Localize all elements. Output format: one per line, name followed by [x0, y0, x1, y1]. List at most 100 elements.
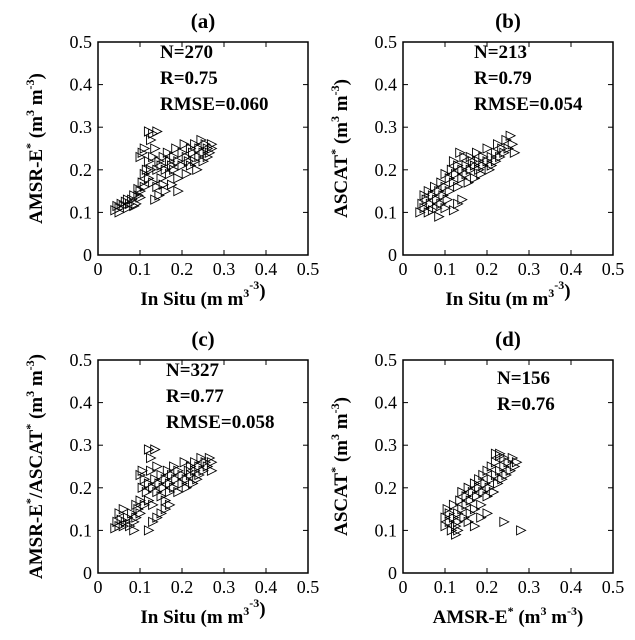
data-point: [133, 503, 144, 515]
data-point: [427, 205, 439, 216]
data-point: [179, 457, 191, 468]
data-point: [143, 525, 155, 536]
y-tick-label: 0.4: [375, 75, 398, 95]
y-tick-label: 0.1: [70, 520, 93, 540]
panel-title: (d): [495, 327, 521, 351]
y-tick-label: 0: [83, 563, 92, 583]
data-point: [167, 179, 178, 190]
data-point: [150, 143, 161, 154]
data-point: [152, 461, 163, 472]
y-tick-label: 0.3: [70, 117, 93, 137]
y-tick-label: 0.4: [375, 393, 398, 413]
data-point: [135, 151, 147, 163]
scatter-panel: 0 0.1 0.2 0.3 0.4 0.5 0 0.1 0.2 0.3 0.4 0.5 (c) In Si…: [23, 327, 319, 628]
y-tick-label: 0.5: [375, 32, 398, 52]
data-point: [129, 190, 140, 201]
data-point: [118, 503, 130, 515]
data-point: [482, 143, 494, 154]
y-axis-label: AMSR-E* (m3 m-3): [23, 73, 47, 224]
y-tick-label: 0.4: [70, 393, 93, 413]
data-point: [472, 147, 483, 158]
data-point: [181, 168, 193, 180]
data-point: [146, 164, 157, 176]
data-point: [202, 151, 214, 163]
data-point: [173, 486, 184, 498]
data-point: [173, 173, 184, 184]
data-point: [488, 486, 500, 498]
data-point: [188, 147, 199, 158]
data-point: [495, 450, 506, 462]
data-point: [179, 139, 191, 150]
data-point: [177, 160, 189, 171]
data-point: [181, 151, 193, 163]
data-point: [469, 173, 481, 184]
data-point: [440, 202, 452, 214]
data-point: [463, 516, 475, 528]
panel-title: (a): [191, 9, 216, 33]
stat-annotation: RMSE=0.058: [166, 412, 274, 433]
data-point: [457, 194, 468, 205]
x-tick-label: 0.3: [518, 259, 541, 279]
data-point: [156, 173, 168, 184]
stat-annotation: R=0.76: [497, 394, 555, 415]
x-axis-label: In Situ (m m3-3): [445, 278, 570, 310]
data-point: [516, 525, 527, 536]
y-tick-label: 0.5: [70, 350, 93, 370]
data-point: [476, 512, 487, 523]
data-point: [465, 151, 477, 163]
data-point: [453, 516, 464, 528]
data-point: [448, 205, 460, 216]
stat-annotation: R=0.77: [166, 386, 224, 407]
data-point: [148, 499, 159, 511]
data-point: [158, 179, 170, 190]
data-point: [162, 147, 174, 158]
data-point: [171, 474, 182, 485]
data-point: [173, 185, 184, 197]
x-tick-label: 0.1: [434, 259, 457, 279]
data-point: [453, 181, 464, 193]
data-point: [511, 457, 523, 468]
stat-annotation: R=0.79: [474, 68, 532, 89]
x-tick-label: 0.3: [213, 577, 236, 597]
data-point: [122, 202, 134, 214]
y-tick-label: 0.1: [375, 520, 398, 540]
x-tick-label: 0.1: [434, 577, 457, 597]
data-point: [122, 194, 134, 205]
scatter-panel: 0 0.1 0.2 0.3 0.4 0.5 0 0.1 0.2 0.3 0.4 0.5 (d) AMSR-…: [328, 327, 624, 628]
data-point: [442, 194, 454, 205]
data-point: [482, 491, 494, 502]
data-point: [133, 183, 144, 195]
data-point: [469, 520, 481, 532]
y-tick-label: 0.3: [70, 435, 93, 455]
data-point: [160, 185, 172, 197]
x-tick-label: 0.5: [297, 259, 320, 279]
data-point: [425, 198, 437, 210]
data-point: [434, 211, 445, 222]
data-point: [192, 474, 203, 485]
x-tick-label: 0.5: [602, 259, 625, 279]
y-tick-label: 0: [83, 245, 92, 265]
stat-annotation: N=156: [497, 368, 550, 389]
data-point: [169, 164, 180, 176]
data-point: [129, 525, 140, 536]
data-point: [482, 508, 494, 519]
plot-frame: [97, 359, 309, 574]
y-tick-label: 0: [388, 245, 397, 265]
panel-title: (c): [191, 327, 214, 351]
data-point: [451, 168, 462, 180]
y-tick-label: 0.3: [375, 435, 398, 455]
data-point: [167, 160, 178, 171]
x-tick-label: 0: [94, 577, 103, 597]
data-point: [154, 190, 165, 201]
data-point: [183, 156, 195, 167]
data-point: [164, 499, 176, 511]
data-point: [129, 516, 140, 528]
data-point: [451, 520, 462, 532]
data-point: [192, 164, 203, 176]
x-tick-label: 0.3: [213, 259, 236, 279]
data-point: [137, 465, 149, 476]
data-point: [135, 469, 147, 481]
x-tick-label: 0.5: [602, 577, 625, 597]
x-tick-label: 0.2: [476, 577, 499, 597]
data-point: [146, 452, 157, 464]
